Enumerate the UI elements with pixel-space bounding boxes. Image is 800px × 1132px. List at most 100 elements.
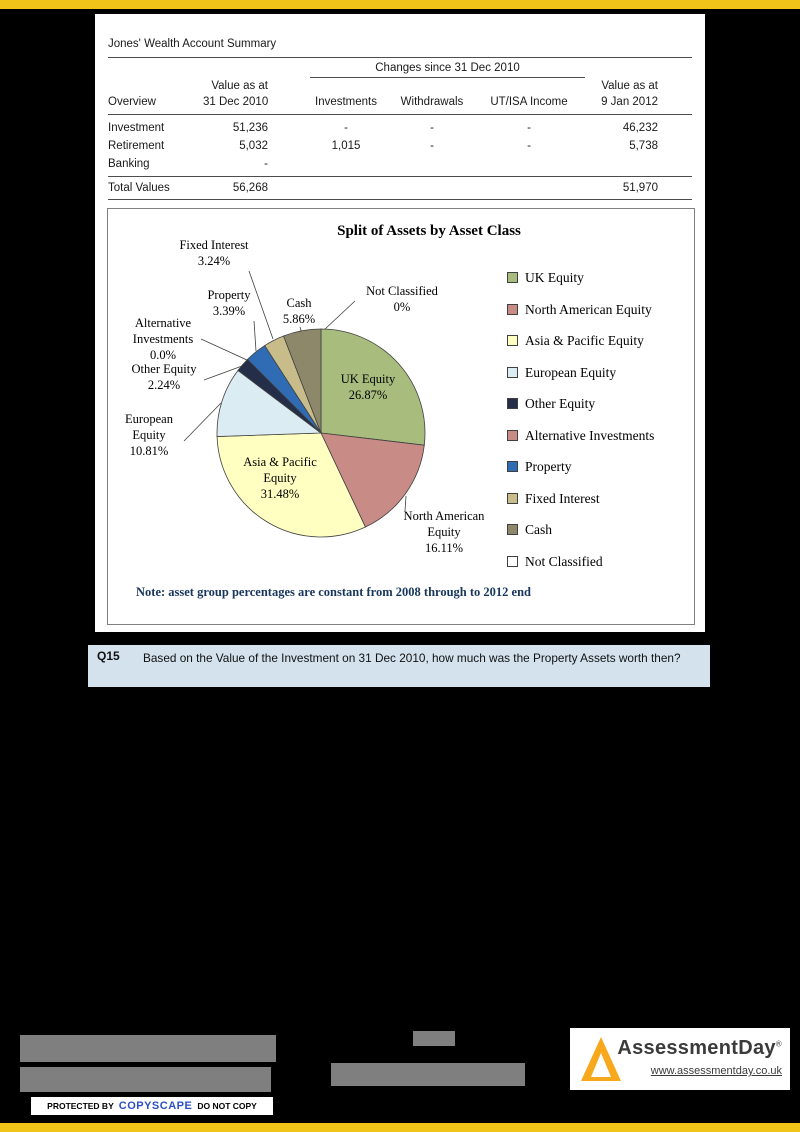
legend-swatch-icon (507, 335, 518, 346)
pie-callout-fixed-interest: Fixed Interest 3.24% (159, 237, 269, 269)
row-value-end: 5,738 (629, 140, 658, 152)
callout-line: 0% (393, 300, 411, 314)
total-value-end: 51,970 (622, 182, 658, 194)
callout-line: 26.87% (348, 388, 388, 402)
leader-line-north-american (404, 495, 407, 512)
callout-line: 10.81% (129, 444, 169, 458)
legend-item: Fixed Interest (507, 488, 692, 509)
legend-item: Property (507, 456, 692, 477)
pie-callout-north-american-equity: North American Equity 16.11% (392, 508, 496, 556)
pie-slice-european-equity (216, 369, 323, 437)
assessmentday-logo-box: AssessmentDay® www.assessmentday.co.uk (570, 1028, 790, 1090)
copyscape-suffix: DO NOT COPY (197, 1101, 257, 1111)
legend-item: UK Equity (507, 267, 692, 288)
table-rule (310, 77, 585, 78)
pie-slice-cash (283, 328, 322, 434)
redacted-text-block (20, 1067, 271, 1092)
chart-legend: UK Equity North American Equity Asia & Pac… (507, 267, 692, 582)
changes-header: Changes since 31 Dec 2010 (375, 62, 520, 74)
copyscape-badge[interactable]: PROTECTED BY COPYSCAPE DO NOT COPY (30, 1096, 274, 1116)
question-box: Q15 Based on the Value of the Investment… (88, 645, 710, 687)
legend-swatch-icon (507, 429, 518, 441)
table-title: Jones' Wealth Account Summary (108, 38, 277, 50)
row-investments: - (344, 122, 348, 134)
leader-line-alternative (200, 338, 248, 361)
pie-callout-european-equity: European Equity 10.81% (112, 411, 186, 459)
legend-swatch-icon (507, 555, 518, 567)
leader-line-not-classified (323, 300, 356, 331)
legend-swatch-icon (507, 303, 518, 315)
callout-line: Not Classified (366, 284, 438, 298)
content-panel: Jones' Wealth Account Summary Changes si… (95, 14, 705, 632)
legend-swatch-icon (507, 461, 518, 472)
row-withdrawals: - (430, 140, 434, 152)
callout-line: 31.48% (260, 487, 300, 501)
assessmentday-triangle-icon (581, 1037, 621, 1081)
chart-title: Split of Assets by Asset Class (337, 223, 521, 239)
table-row: Investment 51,236 - - - 46,232 (108, 122, 692, 138)
legend-item: Alternative Investments (507, 425, 692, 446)
callout-line: Fixed Interest (179, 238, 249, 252)
row-label: Investment (108, 122, 165, 134)
chart-note: Note: asset group percentages are consta… (136, 585, 532, 599)
brand-url-link[interactable]: www.assessmentday.co.uk (650, 1065, 782, 1077)
callout-line: Equity (263, 471, 297, 485)
row-value-end: 46,232 (622, 122, 658, 134)
legend-swatch-icon (507, 524, 518, 535)
row-withdrawals: - (430, 122, 434, 134)
row-value-start: - (264, 158, 268, 170)
table-rule (108, 114, 692, 115)
table-rule (108, 199, 692, 200)
col-header-value-start: Value as at (211, 80, 268, 92)
legend-label: Cash (525, 522, 552, 537)
pie-callout-property: Property 3.39% (194, 287, 264, 319)
pie-slice-asia-pacific-equity (216, 432, 366, 538)
callout-line: 2.24% (147, 378, 181, 392)
callout-leader-lines (183, 270, 407, 512)
callout-line: UK Equity (340, 372, 396, 386)
pie-callout-cash: Cash 5.86% (276, 295, 322, 327)
legend-label: Asia & Pacific Equity (525, 333, 644, 348)
brand-wordmark: AssessmentDay® (617, 1037, 782, 1060)
pie-chart-panel: Split of Assets by Asset Class Fixed Int… (107, 208, 695, 625)
row-utisa: - (527, 122, 531, 134)
legend-item: Cash (507, 519, 692, 540)
legend-label: North American Equity (525, 301, 652, 317)
callout-line: Investments (132, 332, 194, 346)
col-header-value-end: Value as at (601, 80, 658, 92)
legend-label: Fixed Interest (525, 490, 600, 506)
table-header-row-1: Value as at Value as at (108, 80, 692, 95)
callout-line: European (125, 412, 173, 426)
wealth-summary-table: Jones' Wealth Account Summary Changes si… (108, 36, 692, 208)
legend-item: Other Equity (507, 393, 692, 414)
leader-line-fixed-interest (248, 270, 274, 340)
legend-swatch-icon (507, 398, 518, 409)
legend-item: European Equity (507, 362, 692, 383)
callout-line: 3.39% (212, 304, 246, 318)
legend-label: Not Classified (525, 553, 603, 569)
legend-label: European Equity (525, 364, 617, 380)
row-value-start: 51,236 (232, 122, 268, 134)
table-row: Banking - (108, 158, 692, 174)
callout-line: Equity (427, 525, 461, 539)
callout-line: Property (207, 288, 251, 302)
legend-label: Property (525, 459, 572, 474)
question-text: Based on the Value of the Investment on … (143, 651, 681, 665)
callout-line: Other Equity (131, 362, 197, 376)
legend-item: North American Equity (507, 299, 692, 320)
callout-line: Asia & Pacific (243, 455, 317, 469)
row-label: Retirement (108, 140, 165, 152)
leader-line-other-equity (203, 365, 243, 381)
pie-callout-other-equity: Other Equity 2.24% (122, 361, 206, 393)
total-value-start: 56,268 (232, 182, 268, 194)
legend-swatch-icon (507, 366, 518, 378)
copyscape-brand: COPYSCAPE (118, 1100, 193, 1112)
row-value-start: 5,032 (239, 140, 268, 152)
legend-item: Asia & Pacific Equity (507, 330, 692, 351)
pie-slice-uk-equity (320, 328, 426, 446)
redacted-text-block (20, 1035, 276, 1062)
legend-item: Not Classified (507, 551, 692, 572)
redacted-text-block (331, 1063, 525, 1086)
legend-swatch-icon (507, 272, 518, 283)
